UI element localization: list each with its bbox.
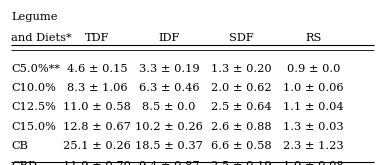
Text: 12.8 ± 0.67: 12.8 ± 0.67 xyxy=(63,122,131,132)
Text: 18.5 ± 0.37: 18.5 ± 0.37 xyxy=(135,141,203,151)
Text: Legume: Legume xyxy=(11,12,58,22)
Text: C15.0%: C15.0% xyxy=(11,122,56,132)
Text: C5.0%**: C5.0%** xyxy=(11,64,60,74)
Text: 1.3 ± 0.20: 1.3 ± 0.20 xyxy=(211,64,272,74)
Text: 4.6 ± 0.15: 4.6 ± 0.15 xyxy=(66,64,127,74)
Text: 3.3 ± 0.19: 3.3 ± 0.19 xyxy=(139,64,200,74)
Text: 2.3 ± 1.23: 2.3 ± 1.23 xyxy=(283,141,344,151)
Text: 6.3 ± 0.46: 6.3 ± 0.46 xyxy=(139,83,200,93)
Text: 6.6 ± 0.58: 6.6 ± 0.58 xyxy=(211,141,272,151)
Text: and Diets*: and Diets* xyxy=(11,33,72,43)
Text: 2.6 ± 0.88: 2.6 ± 0.88 xyxy=(211,122,272,132)
Text: 1.3 ± 0.03: 1.3 ± 0.03 xyxy=(283,122,344,132)
Text: 2.5 ± 0.19: 2.5 ± 0.19 xyxy=(211,161,272,165)
Text: 2.0 ± 0.62: 2.0 ± 0.62 xyxy=(211,83,272,93)
Text: CBD: CBD xyxy=(11,161,37,165)
Text: 11.0 ± 0.58: 11.0 ± 0.58 xyxy=(63,102,131,113)
Text: 0.9 ± 0.0: 0.9 ± 0.0 xyxy=(287,64,340,74)
Text: 25.1 ± 0.26: 25.1 ± 0.26 xyxy=(63,141,131,151)
Text: 10.2 ± 0.26: 10.2 ± 0.26 xyxy=(135,122,203,132)
Text: CB: CB xyxy=(11,141,28,151)
Text: TDF: TDF xyxy=(85,33,109,43)
Text: 2.5 ± 0.64: 2.5 ± 0.64 xyxy=(211,102,272,113)
Text: 11.9 ± 0.70: 11.9 ± 0.70 xyxy=(63,161,131,165)
Text: 9.4 ± 0.87: 9.4 ± 0.87 xyxy=(139,161,200,165)
Text: 1.1 ± 0.04: 1.1 ± 0.04 xyxy=(283,102,344,113)
Text: 8.5 ± 0.0: 8.5 ± 0.0 xyxy=(142,102,196,113)
Text: C12.5%: C12.5% xyxy=(11,102,56,113)
Text: 1.0 ± 0.06: 1.0 ± 0.06 xyxy=(283,83,344,93)
Text: 8.3 ± 1.06: 8.3 ± 1.06 xyxy=(66,83,127,93)
Text: C10.0%: C10.0% xyxy=(11,83,56,93)
Text: RS: RS xyxy=(305,33,322,43)
Text: 1.0 ± 0.08: 1.0 ± 0.08 xyxy=(283,161,344,165)
Text: IDF: IDF xyxy=(158,33,180,43)
Text: SDF: SDF xyxy=(229,33,254,43)
